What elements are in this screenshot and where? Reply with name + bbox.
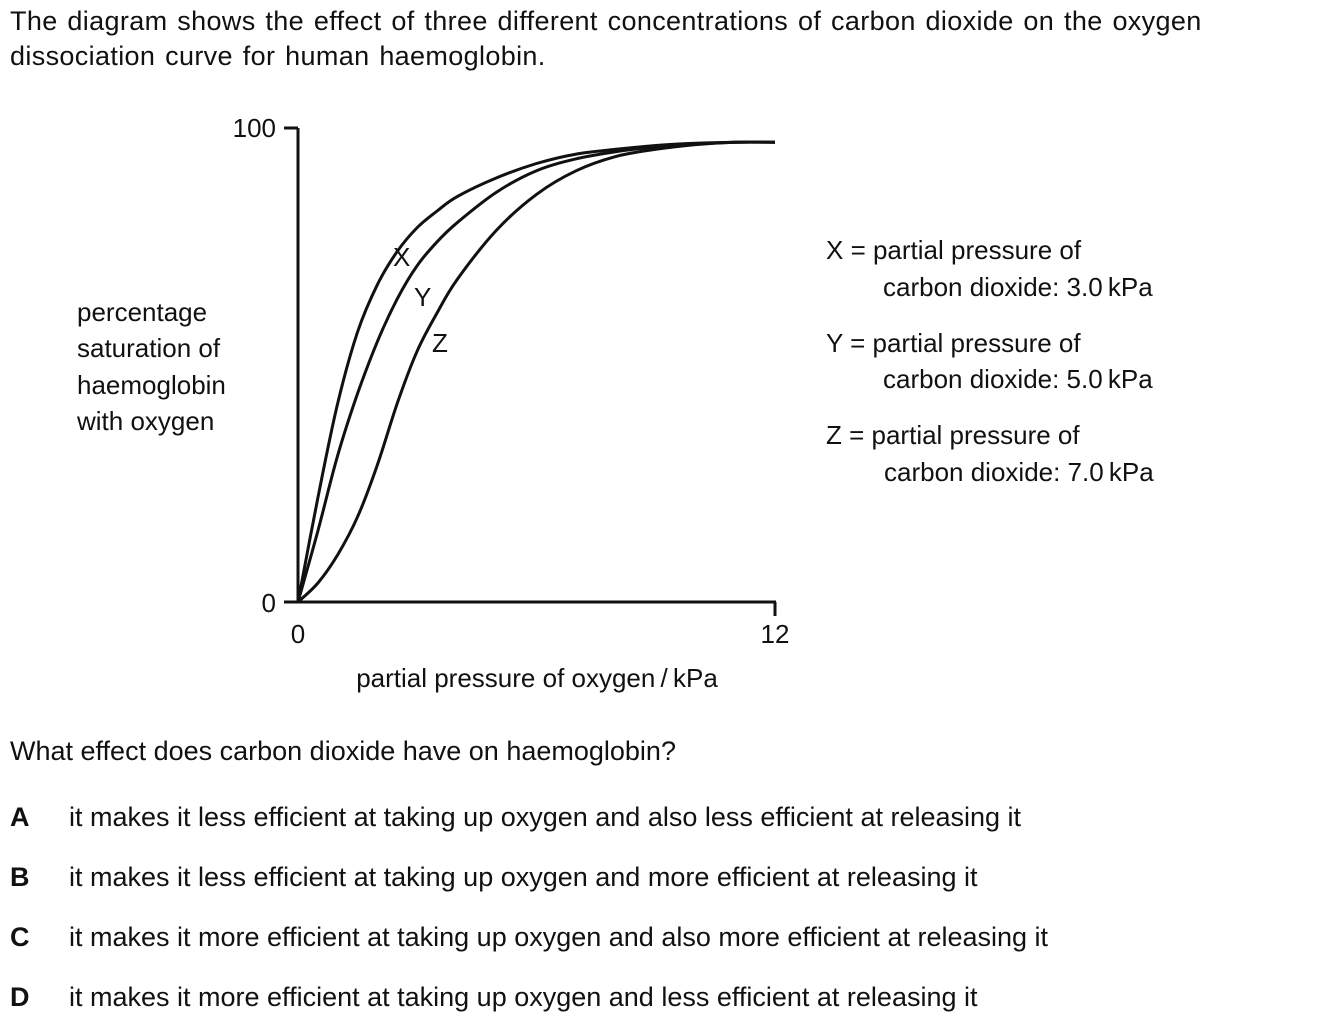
x-tick-label-12: 12: [761, 619, 790, 649]
x-axis-label: partial pressure of oxygen / kPa: [356, 663, 718, 693]
y-axis-label-line-2: saturation of: [77, 333, 221, 363]
oxygen-dissociation-chart: 100 0 0 12 percentage saturation of haem…: [76, 113, 1154, 693]
key-z-line-2: carbon dioxide: 7.0 kPa: [884, 457, 1154, 487]
option-letter: A: [10, 802, 30, 832]
option-letter: D: [10, 982, 30, 1012]
option-letter: C: [10, 922, 30, 952]
x-tick-label-0: 0: [291, 619, 305, 649]
y-axis-label-line-1: percentage: [77, 297, 207, 327]
option-text: it makes it less efficient at taking up …: [69, 802, 1022, 832]
option-text: it makes it more efficient at taking up …: [69, 922, 1049, 952]
key-x-line-2: carbon dioxide: 3.0 kPa: [883, 272, 1153, 302]
curve-z: [296, 140, 776, 604]
question-stem: What effect does carbon dioxide have on …: [10, 736, 676, 766]
key-x-line-1: X = partial pressure of: [826, 235, 1082, 265]
y-axis-label-line-3: haemoglobin: [77, 370, 226, 400]
y-tick-label-100: 100: [233, 113, 276, 143]
curve-label-x: X: [393, 242, 410, 272]
curve-x: [296, 140, 776, 603]
curve-label-z: Z: [432, 328, 448, 358]
question-intro: The diagram shows the effect of three di…: [10, 6, 1202, 71]
y-tick-label-0: 0: [262, 588, 276, 618]
curve-y: [296, 140, 776, 603]
y-axis-label-line-4: with oxygen: [76, 406, 214, 436]
key-z-line-1: Z = partial pressure of: [826, 420, 1080, 450]
key-y-line-1: Y = partial pressure of: [826, 328, 1081, 358]
option-text: it makes it more efficient at taking up …: [69, 982, 978, 1012]
option-letter: B: [10, 862, 30, 892]
key-y-line-2: carbon dioxide: 5.0 kPa: [883, 364, 1153, 394]
curve-label-y: Y: [414, 282, 431, 312]
option-text: it makes it less efficient at taking up …: [69, 862, 978, 892]
